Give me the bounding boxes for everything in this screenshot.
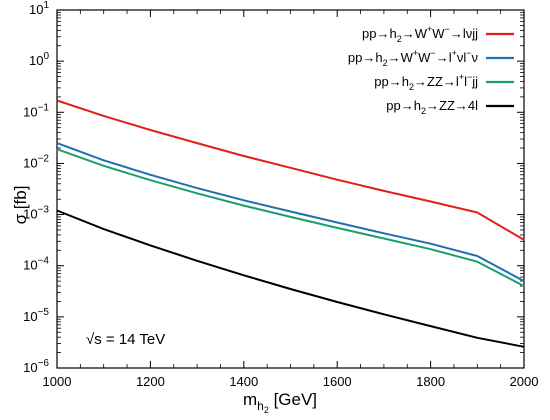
y-axis-title: σ [fb] (11, 186, 30, 225)
legend-label-1: pp→h2→W+W−→lνjj (362, 24, 478, 44)
x-tick-label: 1800 (416, 374, 445, 389)
series-line-4 (56, 209, 525, 348)
plot-frame (56, 9, 525, 369)
y-tick-label: 10−2 (23, 153, 49, 170)
y-tick-label: 10−3 (23, 205, 49, 222)
x-tick-label: 1600 (323, 374, 352, 389)
series-line-3 (56, 148, 525, 287)
y-tick-label: 100 (29, 51, 49, 68)
x-tick-label: 1400 (229, 374, 258, 389)
x-tick-label: 2000 (510, 374, 539, 389)
y-tick-label: 10−6 (23, 358, 49, 375)
energy-annotation: √s = 14 TeV (86, 331, 165, 348)
x-axis-title: mh2 [GeV] (243, 390, 317, 415)
series-line-1 (56, 99, 525, 241)
y-tick-label: 10−4 (23, 256, 49, 273)
y-tick-label: 101 (29, 0, 49, 17)
series-line-2 (56, 142, 525, 282)
legend: pp→h2→W+W−→lνjj pp→h2→W+W−→l+νl−ν pp→h2→ZZ… (348, 24, 514, 116)
x-tick-label: 1200 (136, 374, 165, 389)
legend-label-4: pp→h2→ZZ→4l (386, 98, 478, 116)
legend-label-2: pp→h2→W+W−→l+νl−ν (348, 48, 478, 68)
x-tick-label: 1000 (43, 374, 72, 389)
y-tick-label: 10−1 (23, 102, 49, 119)
y-tick-label: 10−5 (23, 307, 49, 324)
legend-label-3: pp→h2→ZZ→l+l−jj (374, 72, 478, 92)
